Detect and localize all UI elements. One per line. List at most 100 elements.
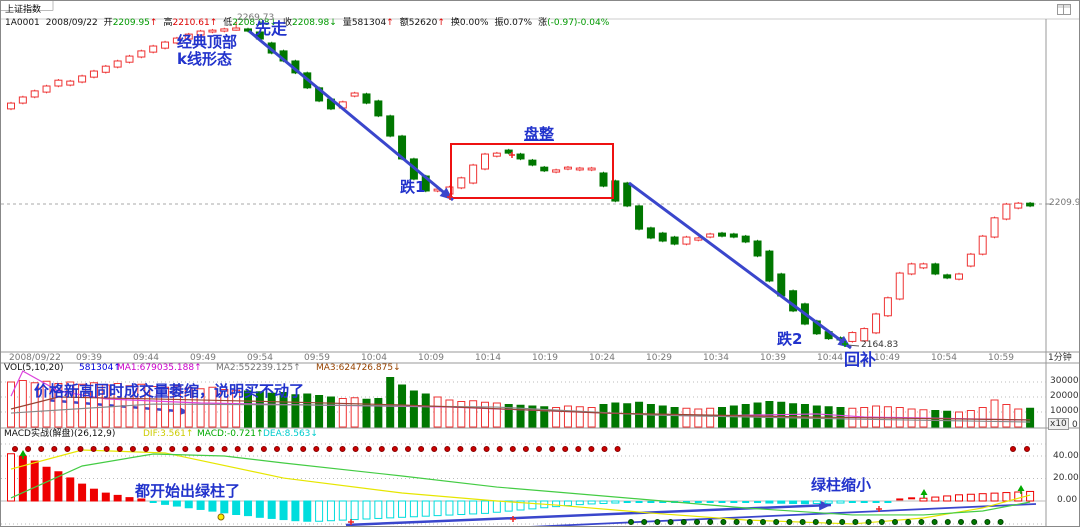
macd-bar: [89, 488, 98, 502]
red-signal-dot: [444, 446, 451, 452]
macd-header-field: DIF:3.561↑: [143, 429, 194, 439]
current-price-axis-label: 2209.9: [1049, 198, 1080, 208]
green-signal-dot: [812, 519, 819, 525]
macd-dash-bar: [623, 501, 631, 503]
candle-body: [101, 65, 110, 73]
macd-bar: [161, 500, 170, 505]
time-label: 10:54: [931, 353, 957, 363]
macd-bar: [232, 500, 241, 515]
green-signal-dot: [720, 519, 727, 525]
macd-header-field: DEA:8.563↓: [263, 429, 318, 439]
macd-bar: [990, 492, 999, 502]
red-signal-dot: [418, 446, 425, 452]
candle-body: [184, 33, 193, 40]
quote-field: 52620: [408, 17, 438, 28]
candle-body: [765, 250, 774, 282]
window-grid-icon[interactable]: [1057, 4, 1071, 15]
time-label: 09:39: [76, 353, 102, 363]
macd-bar: [125, 497, 134, 502]
green-signal-dot: [944, 519, 951, 525]
vol-axis-200000: 200000: [1050, 391, 1079, 401]
macd-bar: [492, 500, 501, 513]
macd-bar: [800, 500, 809, 505]
fall-arrow-2-head: [837, 335, 851, 348]
red-signal-dot: [25, 446, 32, 452]
candle-body: [966, 253, 975, 267]
red-signal-dot: [234, 446, 241, 452]
macd-pane-header: MACD实战(解盘)(26,12,9) DIF:3.561↑ MACD:-0.721…: [1, 429, 1041, 440]
macd-dash-bar: [884, 501, 892, 503]
candle-body: [350, 92, 359, 97]
green-signal-dot: [826, 519, 832, 525]
candle-body: [587, 167, 596, 171]
volume-bar: [220, 389, 229, 428]
volume-bar: [196, 388, 205, 428]
volume-bar: [978, 407, 987, 428]
candle-body: [955, 273, 963, 280]
quote-field: 换0.00%: [450, 17, 489, 28]
green-signal-dot: [931, 519, 938, 525]
green-signal-dot: [839, 519, 846, 525]
volume-bar: [66, 381, 75, 428]
macd-bar: [196, 500, 205, 510]
macd-bar: [101, 492, 110, 502]
green-signal-dot: [733, 519, 740, 525]
volume-bar: [208, 386, 217, 428]
volume-bar: [149, 386, 158, 428]
quote-field: 涨: [538, 17, 548, 28]
volume-pane-header: VOL(5,10,20) 581304↑ MA1:679035.188↑ MA2:55…: [1, 363, 1041, 374]
volume-ma2-line: [10, 403, 1031, 423]
period-label: 1分钟: [1048, 353, 1072, 363]
candle-body: [931, 263, 940, 275]
macd-dash-bar: [872, 501, 880, 503]
volume-bar: [481, 401, 489, 428]
red-signal-dot: [195, 446, 202, 452]
quote-field: ↑: [209, 17, 218, 28]
quote-field: ↑: [149, 17, 158, 28]
green-bar-shrink-arrow-head: [818, 500, 831, 511]
candle-body: [1026, 202, 1035, 207]
volume-bar: [291, 394, 300, 428]
volume-bar: [540, 406, 549, 428]
green-bars-start-annotation: 都开始出绿柱了: [135, 482, 241, 500]
green-signal-dot: [984, 519, 991, 525]
candle-body: [540, 166, 549, 172]
macd-bar: [137, 498, 146, 502]
time-label: 10:04: [361, 353, 387, 363]
volume-bar: [658, 405, 667, 428]
green-signal-dot: [786, 519, 793, 525]
macd-bar: [575, 500, 584, 506]
red-signal-dot: [431, 446, 438, 452]
green-signal-dot: [760, 519, 766, 525]
red-signal-dot: [247, 446, 254, 452]
volume-bar: [694, 408, 703, 428]
macd-bar: [267, 500, 276, 519]
red-signal-dot: [365, 446, 372, 452]
green-signal-dot: [628, 519, 634, 525]
macd-bar: [54, 471, 63, 502]
candle-body: [362, 93, 371, 104]
macd-green-arrow-marker: [920, 489, 928, 495]
vol-header-field: MA2:552239.125↑: [216, 363, 301, 373]
volume-bar: [421, 393, 430, 428]
candle-body: [658, 232, 667, 242]
macd-dash-bar: [149, 501, 157, 503]
red-signal-dot: [156, 446, 163, 452]
green-signal-dot: [746, 519, 753, 525]
red-signal-dot: [352, 446, 359, 452]
volume-bar: [409, 390, 418, 428]
macd-bar: [789, 500, 798, 504]
red-signal-dot: [339, 446, 346, 452]
macd-bar: [587, 500, 596, 505]
red-signal-dot: [457, 446, 464, 452]
macd-bar: [386, 500, 395, 519]
macd-dash-bar: [730, 501, 738, 503]
macd-dash-bar: [659, 501, 667, 503]
volume-bar: [516, 404, 525, 428]
vol-header-field: MA1:679035.188↑: [117, 363, 202, 373]
vol-axis-zero: 0: [1072, 420, 1078, 430]
red-signal-dot: [287, 446, 294, 452]
volume-bar: [575, 406, 584, 428]
low-price-label: 2164.83: [861, 340, 899, 350]
